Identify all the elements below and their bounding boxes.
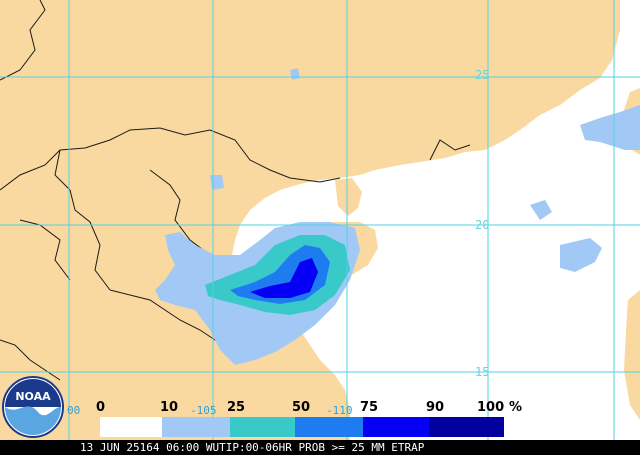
- land-leizhou: [335, 178, 362, 216]
- land-mainland: [0, 0, 620, 440]
- legend-tick-90: 90: [426, 400, 445, 415]
- legend-unit: %: [509, 400, 523, 415]
- legend-tick-0: 0: [96, 400, 106, 415]
- legend-tick-75: 75: [360, 400, 379, 415]
- image-caption: 13 JUN 25164 06:00 WUTIP:00-06HR PROB >=…: [0, 440, 640, 455]
- lat-lon-grid: [0, 0, 640, 440]
- latitude-label-15: 15: [475, 365, 490, 379]
- legend-swatch: [100, 417, 162, 437]
- legend-swatch: [363, 417, 429, 437]
- legend-tick-50: 50: [292, 400, 311, 415]
- legend-tick-100: 100: [477, 400, 505, 415]
- probability-map: [0, 0, 640, 440]
- longitude-label-edge: 00: [67, 404, 81, 417]
- longitude-label-105: -105: [190, 404, 217, 417]
- latitude-label-20: 20: [475, 218, 490, 232]
- logo-text: NOAA: [15, 390, 51, 403]
- legend-swatch: [429, 417, 504, 437]
- land-luzon: [624, 290, 640, 420]
- legend-swatch: [230, 417, 295, 437]
- legend-tick-25: 25: [227, 400, 246, 415]
- legend-swatch: [295, 417, 363, 437]
- legend-color-bar: [100, 417, 504, 437]
- noaa-logo-icon: NOAA: [2, 376, 64, 438]
- latitude-label-25: 25: [475, 68, 490, 82]
- country-borders: [0, 0, 471, 381]
- longitude-label-110: -110: [326, 404, 353, 417]
- legend-swatch: [162, 417, 230, 437]
- legend-tick-10: 10: [160, 400, 179, 415]
